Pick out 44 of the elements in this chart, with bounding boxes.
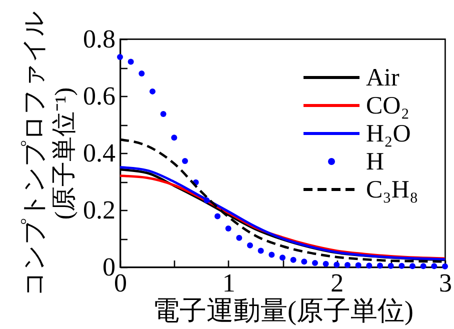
point	[280, 254, 286, 261]
y-tick-label: 0.8	[83, 24, 116, 54]
y-tick-label: 0.2	[83, 196, 116, 224]
point	[204, 197, 210, 204]
point	[431, 263, 438, 270]
x-tick-label: 1	[222, 268, 236, 298]
x-tick-label: 3	[439, 268, 452, 298]
point	[344, 262, 350, 268]
point	[420, 263, 426, 270]
y-axis-title: コンプトンプロファイル (原子単位⁻¹)	[20, 10, 78, 296]
point	[214, 213, 220, 220]
point	[312, 260, 318, 266]
legend-label: Air	[366, 64, 400, 92]
x-axis-title: 電子運動量(原子単位)	[152, 296, 414, 326]
point	[442, 263, 448, 270]
y-tick-label: 0.6	[83, 82, 116, 110]
point	[128, 58, 134, 65]
point	[160, 110, 166, 117]
point	[290, 256, 296, 263]
point	[355, 262, 362, 268]
legend-label: C₃H₈	[366, 176, 418, 204]
point	[138, 70, 145, 76]
point	[225, 226, 232, 232]
point	[171, 134, 178, 141]
point	[182, 158, 188, 164]
point	[301, 258, 308, 265]
point	[258, 248, 264, 254]
point	[366, 262, 372, 269]
point	[117, 54, 123, 60]
point	[322, 260, 329, 267]
point	[377, 262, 383, 269]
point	[334, 262, 340, 268]
legend-label: CO₂	[366, 92, 410, 120]
point	[247, 242, 253, 248]
point	[268, 252, 275, 258]
point	[410, 263, 416, 270]
point	[236, 234, 242, 241]
point	[388, 262, 394, 269]
point	[150, 88, 156, 94]
point	[398, 262, 405, 269]
y-tick-label: 0.4	[83, 138, 116, 168]
legend-label: H	[366, 148, 384, 176]
x-tick-label: 2	[330, 268, 344, 298]
legend-label: H₂O	[366, 120, 411, 148]
